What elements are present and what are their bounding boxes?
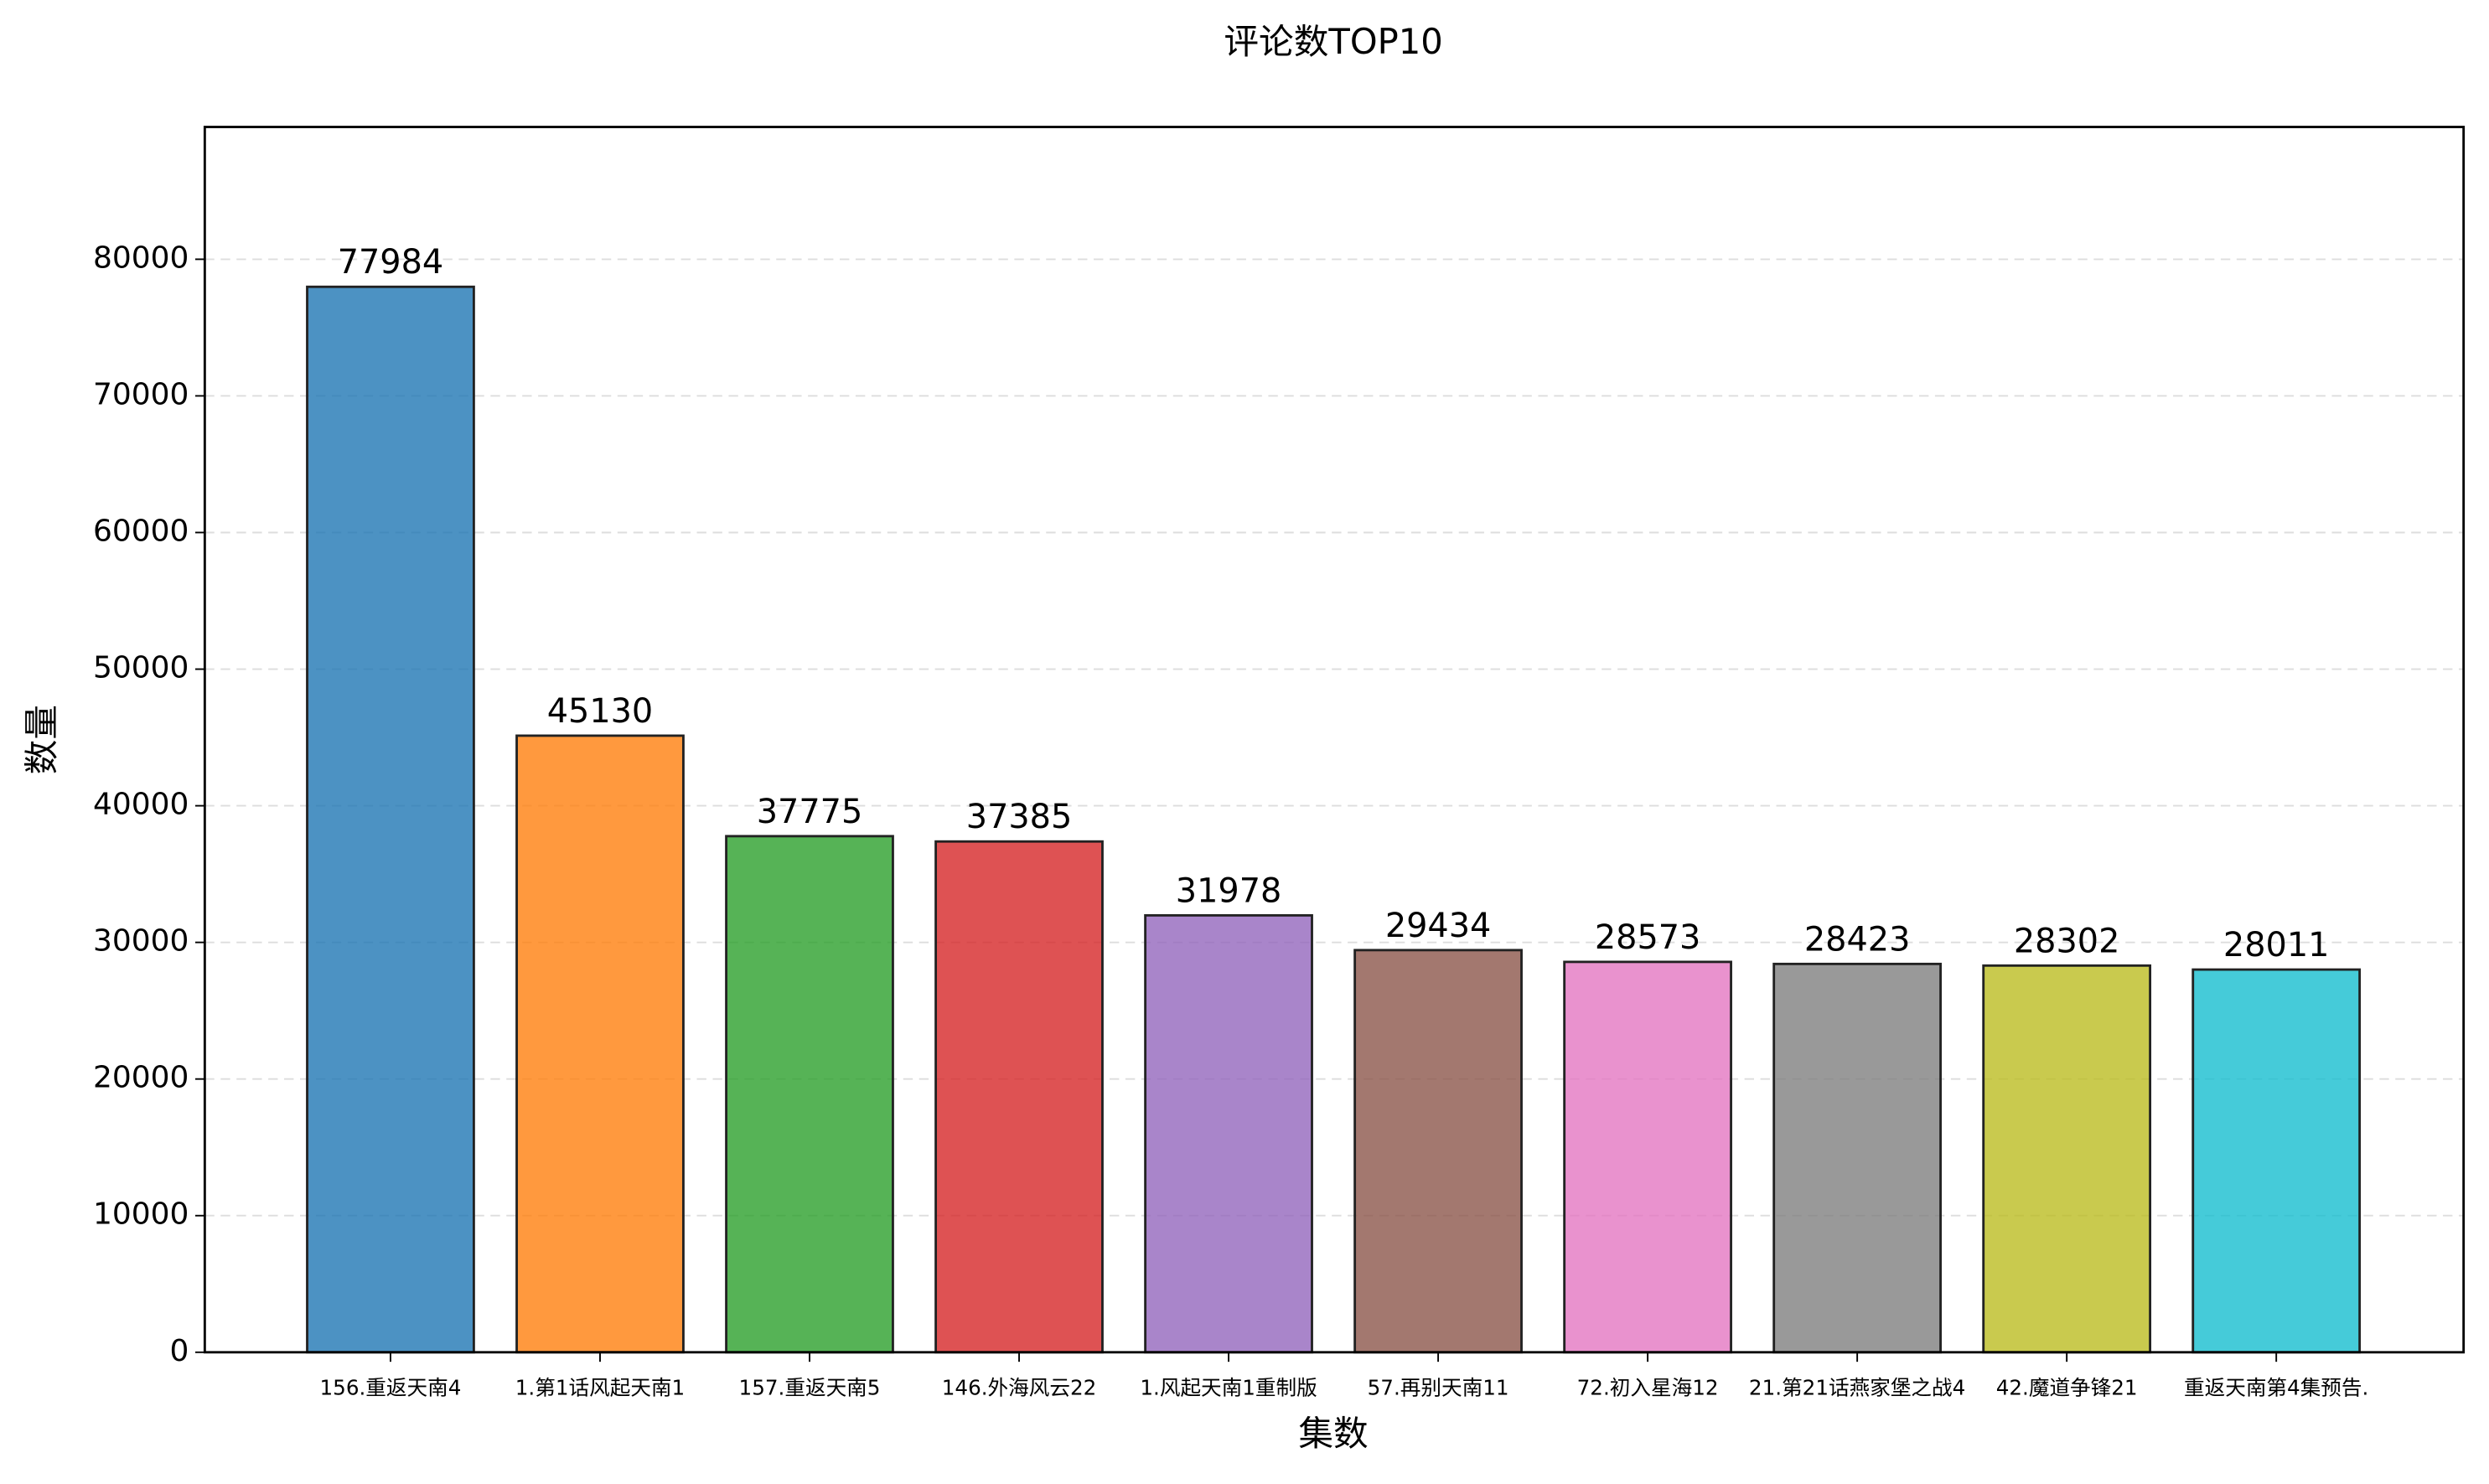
y-tick-label: 20000 xyxy=(93,1061,189,1095)
x-tick-label: 57.再别天南11 xyxy=(1368,1375,1509,1399)
bar xyxy=(1982,964,2152,1354)
bar xyxy=(1353,949,1523,1354)
data-label: 45130 xyxy=(547,692,654,731)
data-label: 37775 xyxy=(757,793,863,831)
x-tick-label: 157.重返天南5 xyxy=(739,1375,881,1399)
x-tick-label: 重返天南第4集预告. xyxy=(2184,1375,2368,1399)
chart-title: 评论数TOP10 xyxy=(1224,21,1442,62)
data-label: 37385 xyxy=(966,798,1073,836)
bar xyxy=(1772,962,1942,1354)
y-tick-label: 0 xyxy=(170,1334,189,1368)
x-tick-label: 1.风起天南1重制版 xyxy=(1140,1375,1317,1399)
x-axis-label: 集数 xyxy=(1298,1413,1368,1454)
data-label: 28573 xyxy=(1595,918,1701,957)
y-tick-label: 50000 xyxy=(93,651,189,685)
plot-frame xyxy=(203,126,2466,1354)
bar xyxy=(1563,960,1732,1354)
data-label: 77984 xyxy=(338,243,444,282)
x-tick-label: 21.第21话燕家堡之战4 xyxy=(1749,1375,1965,1399)
y-tick-label: 60000 xyxy=(93,514,189,548)
data-label: 29434 xyxy=(1385,907,1492,945)
data-label: 31978 xyxy=(1176,871,1282,910)
x-tick-label: 156.重返天南4 xyxy=(320,1375,462,1399)
bar xyxy=(1144,913,1313,1354)
x-tick-label: 146.外海风云22 xyxy=(942,1375,1097,1399)
y-axis-label: 数量 xyxy=(21,705,62,774)
x-tick-label: 72.初入星海12 xyxy=(1577,1375,1719,1399)
y-tick-label: 70000 xyxy=(93,377,189,411)
y-tick-label: 40000 xyxy=(93,788,189,822)
data-label: 28302 xyxy=(2014,922,2120,960)
x-tick-label: 42.魔道争锋21 xyxy=(1996,1375,2138,1399)
bar xyxy=(306,285,475,1354)
bar xyxy=(2191,968,2362,1354)
y-tick-label: 80000 xyxy=(93,240,189,275)
data-label: 28423 xyxy=(1804,920,1911,959)
bar xyxy=(934,840,1104,1354)
data-label: 28011 xyxy=(2223,926,2330,964)
bar xyxy=(725,835,894,1354)
y-tick-label: 10000 xyxy=(93,1197,189,1232)
bar xyxy=(515,734,685,1354)
x-tick-label: 1.第1话风起天南1 xyxy=(515,1375,685,1399)
y-tick-label: 30000 xyxy=(93,924,189,959)
